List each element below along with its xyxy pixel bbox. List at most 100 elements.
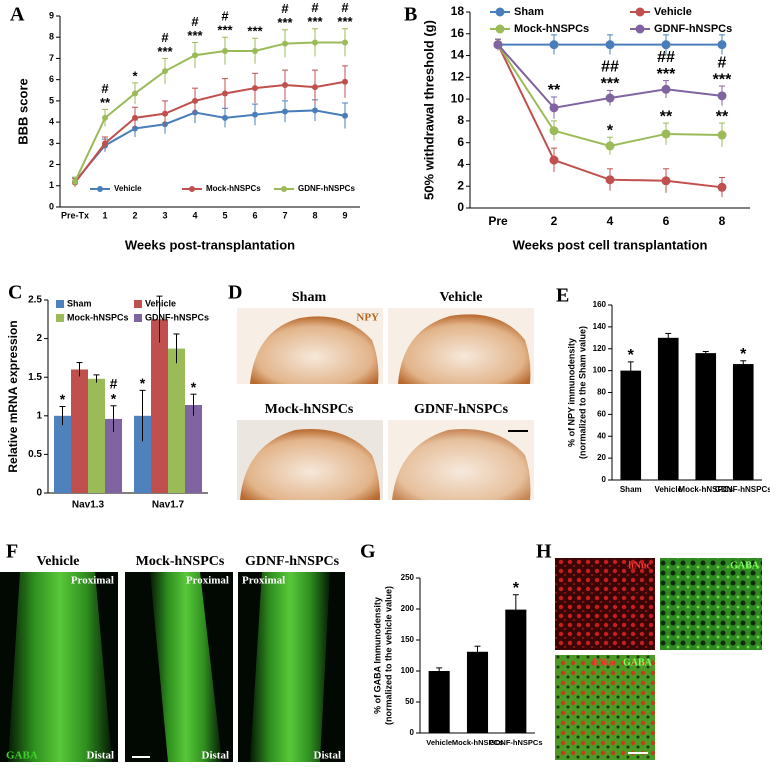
significance: **	[660, 108, 673, 125]
marker	[132, 90, 138, 97]
significance: ***	[157, 44, 173, 59]
marker	[661, 84, 671, 94]
legend-swatch	[495, 7, 505, 17]
y-tick-label: 40	[597, 431, 606, 440]
bar	[134, 415, 151, 493]
significance: #	[221, 9, 229, 24]
y-tick-label: 2.5	[28, 295, 42, 306]
significance: **	[100, 95, 111, 110]
legend-swatch	[56, 300, 64, 308]
legend-label: GDNF-hNSPCs	[145, 312, 209, 322]
legend-swatch	[134, 300, 142, 308]
y-tick-label: 100	[401, 666, 415, 675]
panel-letter: A	[10, 4, 25, 26]
x-tick-label: 6	[252, 210, 257, 220]
legend-swatch	[495, 24, 505, 34]
bar	[657, 337, 679, 480]
y-tick-label: 1.5	[28, 372, 42, 383]
panel-letter: G	[360, 541, 376, 563]
marker	[192, 52, 198, 59]
panel-letter: B	[404, 4, 417, 26]
y-axis-label: 50% withdrawal threshold (g)	[421, 20, 436, 200]
y-tick-label: 200	[401, 604, 415, 613]
tissue	[392, 429, 531, 500]
y-tick-label: 0	[36, 488, 42, 499]
significance: *	[60, 391, 66, 407]
legend-swatch	[56, 314, 64, 322]
x-tick-label: Mock-hNSPCs	[678, 485, 733, 494]
marker	[102, 140, 108, 147]
marker	[102, 114, 108, 121]
bar	[505, 609, 527, 733]
marker	[605, 40, 615, 50]
significance: #	[161, 30, 169, 45]
marker	[661, 40, 671, 50]
image-title: Vehicle	[36, 554, 79, 569]
bar	[105, 418, 122, 493]
significance: ***	[657, 66, 676, 83]
significance: #	[718, 54, 727, 71]
y-tick-label: 14	[451, 48, 465, 62]
marker	[162, 110, 168, 117]
y-tick-label: 7	[49, 53, 54, 63]
marker	[717, 182, 727, 192]
y-tick-label: 2	[36, 333, 42, 344]
legend-swatch	[635, 7, 645, 17]
x-tick-label: 2	[132, 210, 137, 220]
y-tick-label: 80	[597, 388, 606, 397]
series-line	[74, 109, 346, 183]
marker	[282, 40, 288, 47]
bar	[185, 404, 202, 493]
stain-label: hNuc	[628, 560, 651, 571]
x-tick-label: 5	[222, 210, 227, 220]
y-tick-label: 160	[593, 300, 607, 309]
bar	[466, 651, 489, 733]
panel-f: F Vehicle Mock-hNSPCs GDNF-hNSPCs Proxim…	[0, 541, 345, 762]
marker	[222, 48, 228, 55]
y-tick-label: 0	[49, 201, 54, 211]
y-tick-label: 20	[597, 453, 606, 462]
significance: #	[311, 0, 319, 15]
significance: *	[132, 68, 138, 83]
x-tick-label: Nav1.3	[72, 500, 105, 511]
significance: ***	[187, 28, 203, 43]
bar	[620, 370, 642, 480]
legend-label: Vehicle	[654, 6, 692, 18]
y-tick-label: 60	[597, 409, 606, 418]
x-tick-label: Pre-Tx	[61, 210, 89, 220]
marker	[282, 108, 288, 115]
marker	[493, 40, 503, 50]
bar	[428, 671, 450, 733]
significance: #	[281, 1, 289, 16]
marker	[605, 175, 615, 185]
y-axis-label: % of NPY immunodensity	[566, 338, 576, 447]
legend-label: Sham	[67, 298, 92, 308]
panel-d: D Sham Vehicle Mock-hNSPCs GDNF-hNSPCs N…	[228, 282, 534, 500]
legend-label: Mock-hNSPCs	[206, 184, 261, 193]
x-tick-label: 8	[719, 214, 726, 228]
y-tick-label: 0	[602, 475, 607, 484]
image-label: Proximal	[71, 575, 114, 587]
tissue	[398, 314, 531, 384]
x-tick-label: Mock-hNSPCs	[452, 738, 503, 747]
panel-letter: H	[536, 541, 552, 563]
significance: *	[628, 347, 635, 364]
stain-label: NPY	[356, 312, 379, 324]
significance: *	[140, 375, 146, 391]
y-tick-label: 16	[451, 26, 465, 40]
micrograph	[660, 558, 762, 650]
panel-letter: D	[228, 282, 242, 304]
legend-label: Sham	[514, 6, 544, 18]
stain-label: GABA	[730, 560, 760, 571]
marker	[222, 114, 228, 121]
y-tick-label: 100	[593, 366, 607, 375]
significance: ***	[307, 14, 323, 29]
bar	[168, 348, 185, 493]
micrograph	[555, 558, 655, 650]
y-tick-label: 18	[451, 4, 465, 18]
bar	[54, 415, 71, 493]
legend-label: GDNF-hNSPCs	[298, 184, 355, 193]
marker	[72, 178, 78, 185]
y-tick-label: 50	[405, 697, 414, 706]
